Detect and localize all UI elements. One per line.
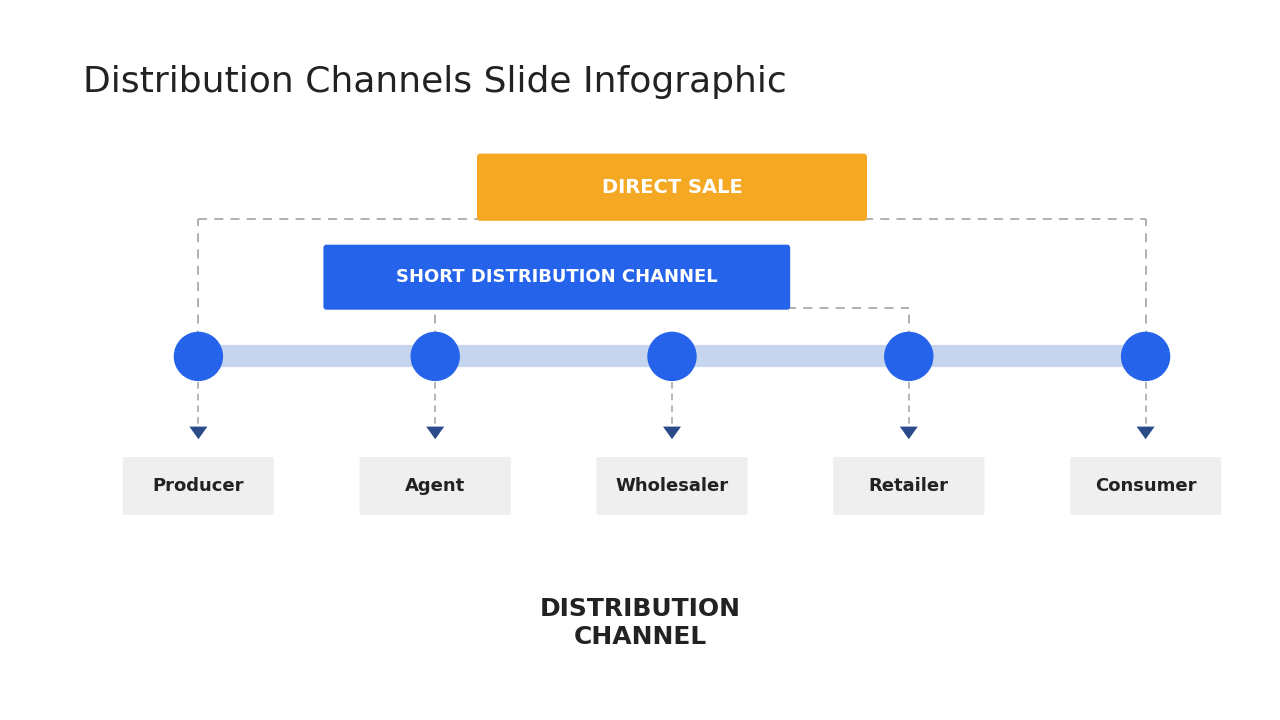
Text: Consumer: Consumer (1094, 477, 1197, 495)
Polygon shape (1137, 426, 1155, 439)
FancyBboxPatch shape (360, 457, 511, 515)
Polygon shape (189, 426, 207, 439)
Circle shape (411, 333, 460, 380)
Text: Producer: Producer (152, 477, 244, 495)
Polygon shape (663, 426, 681, 439)
FancyBboxPatch shape (477, 153, 867, 221)
FancyBboxPatch shape (833, 457, 984, 515)
Text: Agent: Agent (404, 477, 466, 495)
FancyBboxPatch shape (596, 457, 748, 515)
Text: DISTRIBUTION
CHANNEL: DISTRIBUTION CHANNEL (539, 597, 741, 649)
Text: Wholesaler: Wholesaler (616, 477, 728, 495)
Circle shape (884, 333, 933, 380)
Text: Distribution Channels Slide Infographic: Distribution Channels Slide Infographic (83, 65, 787, 99)
Text: Retailer: Retailer (869, 477, 948, 495)
Circle shape (174, 333, 223, 380)
FancyBboxPatch shape (1070, 457, 1221, 515)
Polygon shape (900, 426, 918, 439)
FancyBboxPatch shape (123, 457, 274, 515)
Text: SHORT DISTRIBUTION CHANNEL: SHORT DISTRIBUTION CHANNEL (396, 268, 718, 286)
Circle shape (648, 333, 696, 380)
FancyBboxPatch shape (324, 245, 790, 310)
Text: DIRECT SALE: DIRECT SALE (602, 178, 742, 197)
Circle shape (1121, 333, 1170, 380)
Polygon shape (426, 426, 444, 439)
